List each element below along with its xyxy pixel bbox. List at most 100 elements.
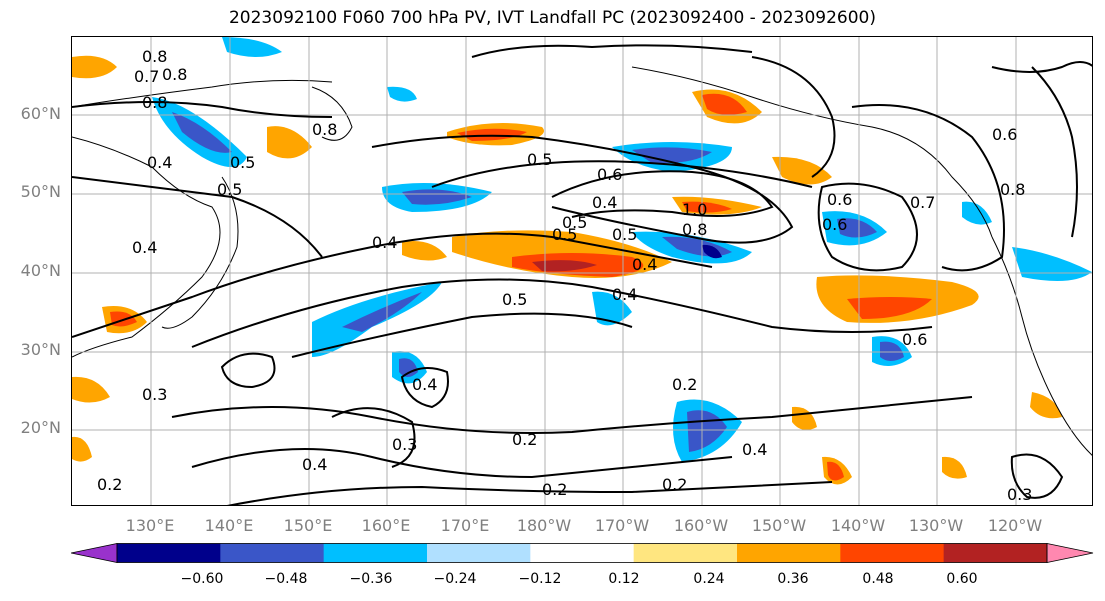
lat-label-60n: 60°N <box>20 104 61 123</box>
contour-label: 0.3 <box>1007 485 1033 504</box>
coastline-asia <box>72 136 221 358</box>
contour-label: 0.5 <box>230 153 256 172</box>
contour-label: 0.2 <box>662 475 688 494</box>
contour-line <box>171 396 973 434</box>
patch-pos <box>72 376 110 403</box>
patch-pos <box>532 260 597 272</box>
graticule <box>72 37 1092 505</box>
lon-label-140w: 140°W <box>830 516 886 535</box>
contour-line <box>191 448 733 479</box>
contour-label: 0.2 <box>512 430 538 449</box>
colorbar-outline <box>116 543 1048 563</box>
contour-label: 0.5 <box>612 225 638 244</box>
contour-label: 0.4 <box>372 233 398 252</box>
contour-label: 0.4 <box>592 193 618 212</box>
colorbar-segment <box>1046 543 1094 563</box>
cb-tick-label: −0.24 <box>433 571 477 587</box>
cb-tick-label: −0.36 <box>349 571 393 587</box>
contour-label: 0.6 <box>827 190 853 209</box>
contour-label: 0.5 <box>552 225 578 244</box>
cb-tick-label: −0.48 <box>264 571 308 587</box>
cb-tick-label: 0.36 <box>777 571 809 587</box>
contour-label: 0.7 <box>910 193 936 212</box>
contour-line <box>220 352 276 389</box>
contour-label: 0.4 <box>302 455 328 474</box>
contour-label: 0.2 <box>672 375 698 394</box>
patch-pos <box>267 126 312 159</box>
map-canvas <box>72 37 1092 505</box>
patch-neg <box>837 218 877 238</box>
contour-label: 0.4 <box>132 238 158 257</box>
lon-label-160w: 160°W <box>673 516 729 535</box>
contour-label: 0.6 <box>902 330 928 349</box>
contour-label: 0.8 <box>142 47 168 66</box>
patch-neg <box>702 244 722 259</box>
cb-tick-label: 0.48 <box>862 571 894 587</box>
lat-label-30n: 30°N <box>20 340 61 359</box>
patch-pos <box>1030 392 1062 419</box>
patch-neg <box>399 358 418 377</box>
patch-neg <box>592 291 632 326</box>
patch-neg <box>387 86 417 102</box>
coastline-japan <box>161 176 239 329</box>
colorbar <box>71 543 1094 563</box>
lon-label-130e: 130°E <box>125 516 175 535</box>
patch-pos <box>402 241 447 261</box>
contour-line <box>72 176 323 258</box>
lon-label-160e: 160°E <box>361 516 411 535</box>
colorbar-segment <box>427 543 531 563</box>
lon-label-120w: 120°W <box>987 516 1043 535</box>
contour-line <box>851 104 1005 272</box>
contour-label: 0.5 <box>527 150 553 169</box>
lat-label-40n: 40°N <box>20 261 61 280</box>
colorbar-segment <box>530 543 635 563</box>
lon-label-150e: 150°E <box>283 516 333 535</box>
contour-label: 0.3 <box>142 385 168 404</box>
contour-line <box>751 56 836 178</box>
contour-label: 0.5 <box>562 213 588 232</box>
colorbar-segment <box>840 543 945 563</box>
contour-label: 0.8 <box>312 120 338 139</box>
patch-pos <box>72 436 92 462</box>
contour-line <box>1010 453 1064 499</box>
contour-line <box>817 182 918 272</box>
contour-label: 0.4 <box>742 440 768 459</box>
contour-label: 0.3 <box>392 435 418 454</box>
patch-neg <box>172 112 232 153</box>
positive-anomaly-patches <box>72 55 1062 485</box>
contour-label: 0.4 <box>147 153 173 172</box>
patch-pos <box>772 156 832 185</box>
contour-line <box>72 232 713 338</box>
patch-neg <box>880 341 904 361</box>
cb-tick-label: 0.60 <box>946 571 978 587</box>
contour-label: 0.4 <box>632 255 658 274</box>
contour-line <box>72 101 333 118</box>
colorbar-segment <box>943 543 1048 563</box>
patch-pos <box>827 461 844 481</box>
contour-line <box>331 407 416 468</box>
lat-label-50n: 50°N <box>20 182 61 201</box>
colorbar-segment <box>220 543 325 563</box>
map-panel: 0.8 0.7 0.8 0.8 0.4 0.5 0.8 0.5 0.6 0.5 0.4 0.5 0.4 0… <box>71 36 1093 506</box>
lon-label-140e: 140°E <box>204 516 254 535</box>
contour-label: 0.8 <box>142 93 168 112</box>
patch-pos <box>792 406 817 431</box>
contour-line <box>227 481 833 505</box>
contour-label: 0.8 <box>682 220 708 239</box>
patch-pos <box>682 201 732 213</box>
contour-line <box>191 278 933 348</box>
contour-line <box>551 170 774 218</box>
contour-label: 0.7 <box>134 67 160 86</box>
contour-line <box>471 44 753 58</box>
contour-label: 0.2 <box>542 480 568 499</box>
contour-label-layer: 0.8 0.7 0.8 0.8 0.4 0.5 0.8 0.5 0.6 0.5 0.4 0.5 0.4 0… <box>72 37 1092 505</box>
patch-neg <box>342 292 422 332</box>
cb-tick-label: −0.12 <box>518 571 562 587</box>
contour-label: 0.5 <box>217 180 243 199</box>
lon-label-170e: 170°E <box>440 516 490 535</box>
contour-label: 0.8 <box>162 65 188 84</box>
coastline-alaska <box>631 66 993 238</box>
contour-label: 0.2 <box>97 475 123 494</box>
lon-label-130w: 130°W <box>908 516 964 535</box>
colorbar-segment <box>71 543 118 563</box>
